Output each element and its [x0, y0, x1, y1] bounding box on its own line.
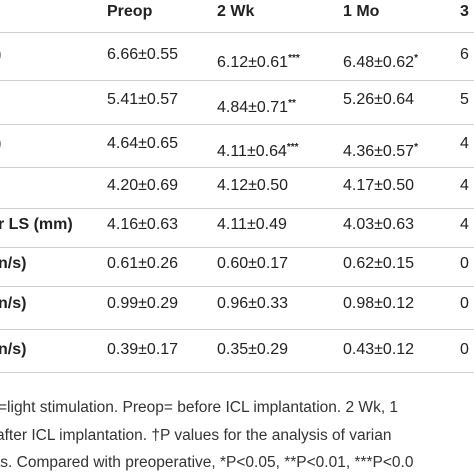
cell: 5: [460, 90, 469, 110]
cell-value: 5: [460, 91, 469, 108]
cell: 6.12±0.61***: [217, 53, 300, 73]
footnote-line: after ICL implantation. †P values for th…: [0, 427, 392, 444]
rule: [0, 207, 474, 209]
cell: 4.17±0.50: [343, 176, 414, 196]
cell: 0: [460, 254, 469, 274]
row-label: r LS (mm): [0, 216, 73, 233]
rule: [0, 329, 474, 330]
column-header: 2 Wk: [217, 3, 255, 20]
significance-mark: *: [414, 53, 418, 64]
cell-value: 0.96±0.33: [217, 295, 289, 312]
footnote-line: ts. Compared with preoperative, *P<0.05,…: [0, 454, 414, 471]
column-header: 3: [460, 3, 469, 20]
cell: 0.96±0.33: [217, 294, 288, 314]
cell-value: 6.12±0.61: [217, 54, 289, 71]
cell: 0.60±0.17: [217, 254, 288, 274]
cell: 5.26±0.64: [343, 90, 414, 110]
row-label: ): [0, 45, 1, 65]
cell: 4.36±0.57*: [343, 142, 418, 162]
cell: 0.62±0.15: [343, 254, 414, 274]
cell: 6: [460, 45, 469, 65]
cell-value: 5.41±0.57: [107, 91, 179, 108]
cell: 0.61±0.26: [107, 254, 178, 274]
significance-mark: ***: [286, 142, 299, 153]
cell-value: 0: [460, 295, 469, 312]
significance-mark: *: [414, 142, 418, 153]
rule: [0, 372, 474, 373]
rule: [0, 167, 474, 168]
cell: 0: [460, 294, 469, 314]
row-label: n/s): [0, 341, 27, 358]
rule: [0, 246, 474, 248]
cell: 5.41±0.57: [107, 90, 178, 110]
cell-value: 0.35±0.29: [217, 341, 289, 358]
cell: 0.39±0.17: [107, 340, 178, 360]
cell-value: 4.11±0.49: [217, 216, 287, 233]
cell-value: 0.62±0.15: [343, 255, 415, 272]
rule: [0, 79, 474, 81]
cell: 4.03±0.63: [343, 215, 414, 235]
cell-value: 5.26±0.64: [343, 91, 415, 108]
cell: 4: [460, 215, 469, 235]
cell-value: 0.99±0.29: [107, 295, 179, 312]
cell-value: 0.39±0.17: [107, 341, 179, 358]
cell-value: 4.84±0.71: [217, 99, 289, 116]
cell: 6.66±0.55: [107, 45, 178, 65]
row-label: n/s): [0, 295, 27, 312]
cell-value: 0.60±0.17: [217, 255, 289, 272]
cell-value: 0: [460, 255, 469, 272]
cell-value: 4: [460, 216, 469, 233]
cell-value: 4.12±0.50: [217, 177, 289, 194]
cell: 4.84±0.71**: [217, 98, 296, 118]
cell-value: 4.36±0.57: [343, 143, 415, 160]
column-header: Preop: [107, 3, 153, 20]
cell: 4: [460, 176, 469, 196]
cell-value: 4: [460, 177, 469, 194]
significance-mark: **: [288, 98, 296, 109]
column-header: 1 Mo: [343, 3, 380, 20]
cell-value: 0.43±0.12: [343, 341, 415, 358]
cell-value: 4.11±0.64: [217, 143, 287, 160]
cell: 6.48±0.62*: [343, 53, 418, 73]
cell: 0.35±0.29: [217, 340, 288, 360]
cell-value: 6: [460, 46, 469, 63]
rule: [0, 32, 474, 33]
cell: 4.11±0.64***: [217, 142, 299, 162]
cell: 0.99±0.29: [107, 294, 178, 314]
cell-value: 4.20±0.69: [107, 177, 179, 194]
cell: 0.98±0.12: [343, 294, 414, 314]
rule: [0, 124, 474, 125]
cell-value: 0: [460, 341, 469, 358]
significance-mark: ***: [288, 53, 300, 64]
cell-value: 4.16±0.63: [107, 216, 179, 233]
cell: 4.11±0.49: [217, 215, 287, 235]
footnote-line: =light stimulation. Preop= before ICL im…: [0, 399, 399, 416]
cell: 4.12±0.50: [217, 176, 288, 196]
row-label: ): [0, 134, 1, 154]
cell-value: 4.03±0.63: [343, 216, 415, 233]
cell-value: 6.66±0.55: [107, 46, 179, 63]
cell: 4.64±0.65: [107, 134, 178, 154]
cell: 4: [460, 134, 469, 154]
cell: 4.16±0.63: [107, 215, 178, 235]
cell-value: 4: [460, 135, 469, 152]
rule: [0, 286, 474, 287]
cell: 4.20±0.69: [107, 176, 178, 196]
cell-value: 0.61±0.26: [107, 255, 179, 272]
cell: 0: [460, 340, 469, 360]
row-label: n/s): [0, 255, 27, 272]
cell-value: 4.64±0.65: [107, 135, 179, 152]
cell-value: 6.48±0.62: [343, 54, 415, 71]
cell: 0.43±0.12: [343, 340, 414, 360]
cell-value: 0.98±0.12: [343, 295, 415, 312]
cell-value: 4.17±0.50: [343, 177, 415, 194]
